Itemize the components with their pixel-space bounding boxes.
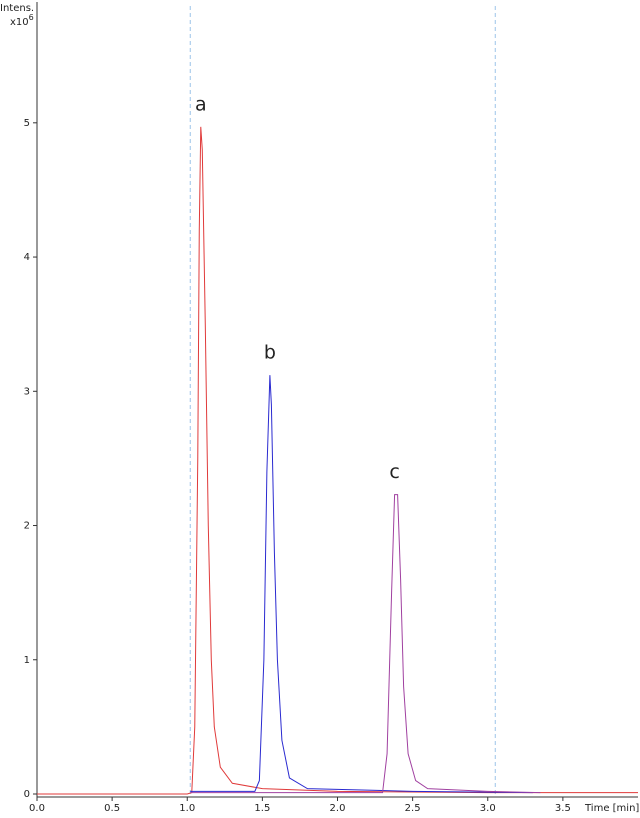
x-tick-label: 3.5: [555, 803, 571, 814]
series-line: [190, 375, 533, 794]
peak-label: b: [264, 342, 276, 364]
y-axis-label: Intens.: [0, 3, 34, 14]
x-tick-label: 3.0: [480, 803, 496, 814]
series-line: [37, 126, 638, 795]
x-tick-label: 1.0: [179, 803, 195, 814]
y-tick-label: 3: [24, 386, 30, 397]
peak-label: a: [195, 93, 207, 115]
y-tick-label: 5: [24, 118, 30, 129]
peak-label: c: [389, 461, 399, 483]
series-line: [190, 494, 541, 794]
x-tick-label: 2.0: [330, 803, 346, 814]
x-tick-label: 2.5: [405, 803, 421, 814]
y-multiplier: x106: [10, 13, 34, 29]
y-tick-label: 4: [24, 252, 30, 263]
multiplier-base: x10: [10, 17, 29, 28]
x-tick-label: 0.5: [104, 803, 120, 814]
multiplier-exponent: 6: [29, 13, 34, 22]
y-tick-label: 1: [24, 655, 30, 666]
y-tick-label: 0: [24, 789, 30, 800]
y-tick-label: 2: [24, 521, 30, 532]
x-tick-label: 1.5: [254, 803, 270, 814]
x-tick-label: 0.0: [29, 803, 45, 814]
x-axis-label: Time [min]: [584, 803, 639, 814]
